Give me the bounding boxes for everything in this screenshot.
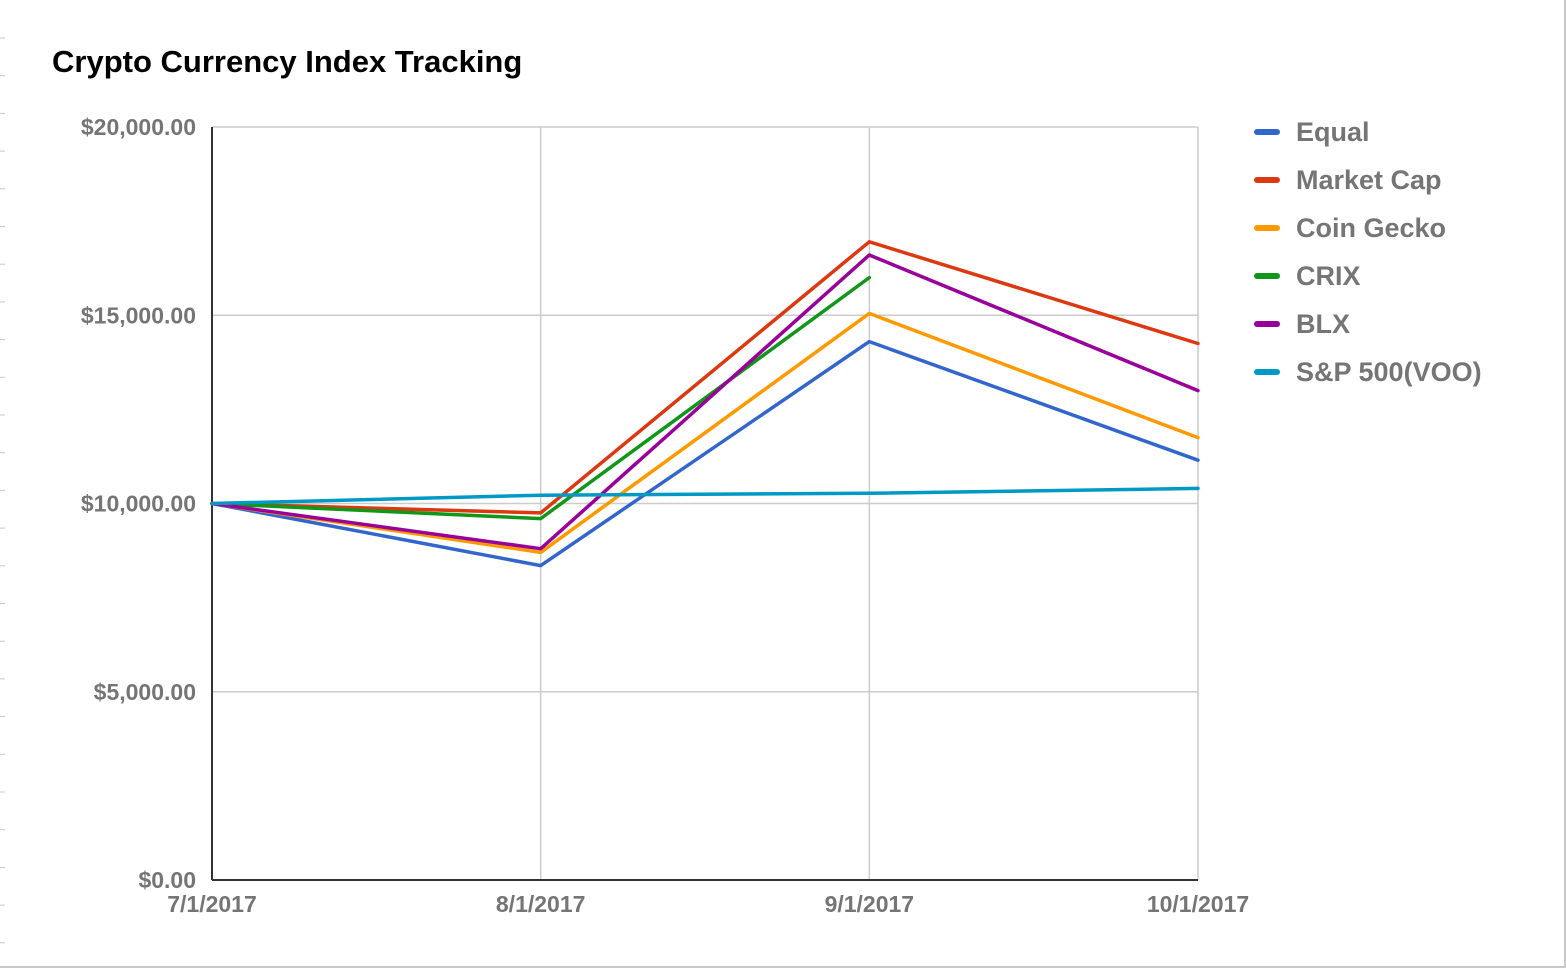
series-line-coin-gecko xyxy=(210,311,1200,555)
left-edge-ticks xyxy=(0,37,5,944)
chart-legend: Equal Market Cap Coin Gecko CRIX BLX S&P 500(… xyxy=(1254,108,1482,396)
legend-item: CRIX xyxy=(1254,252,1482,300)
x-tick-label: 7/1/2017 xyxy=(167,891,257,917)
x-axis-tick-labels: 7/1/2017 8/1/2017 9/1/2017 10/1/2017 xyxy=(167,891,1249,917)
legend-label: Market Cap xyxy=(1296,164,1442,195)
series-line-market-cap xyxy=(210,240,1200,515)
y-axis-tick-labels: $0.00 $5,000.00 $10,000.00 $15,000.00 $20,00… xyxy=(81,114,196,893)
x-tick-label: 10/1/2017 xyxy=(1147,891,1249,917)
legend-item: Market Cap xyxy=(1254,156,1482,204)
legend-swatch xyxy=(1254,129,1280,135)
y-tick-label: $10,000.00 xyxy=(81,491,196,517)
legend-label: BLX xyxy=(1296,308,1350,339)
legend-label: Equal xyxy=(1296,116,1370,147)
series-line-blx xyxy=(210,253,1200,551)
legend-swatch xyxy=(1254,273,1280,279)
grid-lines xyxy=(212,126,1199,880)
legend-item: Coin Gecko xyxy=(1254,204,1482,252)
legend-swatch xyxy=(1254,321,1280,327)
series-line-s-p-500-voo xyxy=(210,486,1200,506)
series-line-equal xyxy=(210,339,1200,568)
legend-label: S&P 500(VOO) xyxy=(1296,356,1482,387)
legend-label: Coin Gecko xyxy=(1296,212,1447,243)
series-line-crix xyxy=(210,275,872,521)
legend-item: Equal xyxy=(1254,108,1482,156)
y-tick-label: $15,000.00 xyxy=(81,302,196,328)
legend-swatch xyxy=(1254,177,1280,183)
legend-label: CRIX xyxy=(1296,260,1361,291)
series-lines xyxy=(210,240,1200,568)
x-tick-label: 9/1/2017 xyxy=(825,891,915,917)
x-tick-label: 8/1/2017 xyxy=(496,891,586,917)
y-tick-label: $0.00 xyxy=(138,867,196,893)
legend-swatch xyxy=(1254,225,1280,231)
chart-title: Crypto Currency Index Tracking xyxy=(52,44,523,79)
y-tick-label: $20,000.00 xyxy=(81,114,196,140)
y-tick-label: $5,000.00 xyxy=(94,679,196,705)
legend-item: BLX xyxy=(1254,300,1482,348)
legend-item: S&P 500(VOO) xyxy=(1254,348,1482,396)
legend-swatch xyxy=(1254,369,1280,375)
